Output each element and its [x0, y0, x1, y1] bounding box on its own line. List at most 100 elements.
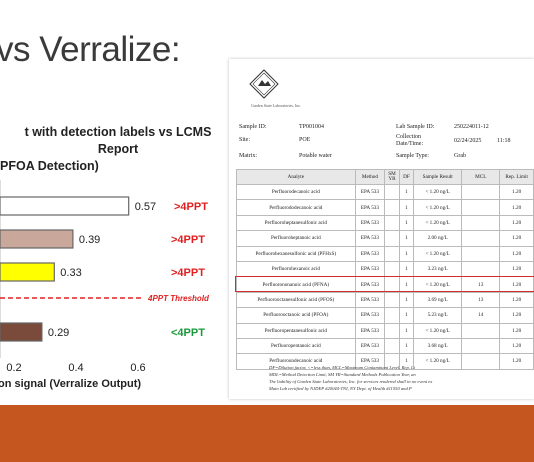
result-cell: 3.23 ng/L [413, 260, 463, 278]
sm-yr-cell [384, 199, 400, 216]
result-cell: < 1.20 ng/L [413, 183, 463, 201]
result-cell: 5.23 ng/L [413, 307, 463, 324]
col-header-method: Method [354, 169, 386, 185]
slide-title: vs Verralize: [0, 30, 181, 69]
footnote-1: DF=Dilution factor, <=less than, MCL=Max… [269, 365, 415, 370]
limit-cell: 1.20 [499, 199, 534, 216]
sm-yr-cell [384, 307, 400, 324]
analyte-cell: Perfluorodecanoic acid [236, 183, 356, 201]
status-label-2: >4PPT [171, 234, 205, 246]
limit-cell: 1.20 [499, 214, 534, 232]
method-cell: EPA 533 [354, 353, 386, 370]
table-header-row: Analyte Method SM YR DF Sample Result MC… [236, 169, 534, 185]
bar-2 [0, 229, 74, 249]
table-row: Perfluoropentanoic acid EPA 533 1 3.68 ng/L… [236, 337, 534, 355]
col-header-mcl: MCL [461, 169, 501, 185]
mcl-cell [461, 245, 501, 262]
mcl-cell [461, 337, 501, 355]
lab-report: Garden State Laboratories, Inc. Sample I… [229, 59, 534, 399]
mcl-cell: 14 [461, 307, 501, 324]
footnote-3: The liability of Garden State Laboratori… [269, 379, 433, 384]
status-label-3: >4PPT [171, 267, 205, 279]
analyte-cell: Perfluorohexanoic acid [236, 260, 356, 278]
df-cell: 1 [398, 322, 415, 339]
method-cell: EPA 533 [354, 322, 386, 339]
mcl-cell [461, 230, 501, 247]
bar-1 [0, 196, 130, 216]
mcl-cell [461, 322, 501, 339]
col-header-sm-yr: SM YR [384, 169, 400, 185]
collection-date: 02/24/2025 [454, 138, 482, 144]
df-cell: 1 [398, 353, 415, 370]
sample-id-value: TP001004 [299, 124, 325, 130]
sm-yr-cell [384, 245, 400, 262]
status-label-4: <4PPT [171, 327, 205, 339]
limit-cell: 1.20 [499, 353, 534, 370]
bar-value-label-4: 0.29 [48, 327, 69, 339]
sm-yr-cell [384, 183, 400, 201]
chart-title: t with detection labels vs LCMS Report P… [0, 124, 238, 175]
x-tick-label-1: 0.2 [6, 362, 21, 374]
mcl-cell: 13 [461, 291, 501, 309]
site-value: POE [299, 137, 311, 143]
analyte-cell: Perfluoroundecanoic acid [236, 353, 356, 370]
method-cell: EPA 533 [354, 183, 386, 201]
limit-cell: 1.20 [499, 291, 534, 309]
analyte-cell: Perfluoroheptanoic acid [236, 230, 356, 247]
bar-value-label-2: 0.39 [79, 234, 100, 246]
limit-cell: 1.20 [499, 230, 534, 247]
method-cell: EPA 533 [354, 230, 386, 247]
df-cell: 1 [398, 307, 415, 324]
mcl-cell [461, 199, 501, 216]
result-cell: 2.00 ng/L [413, 230, 463, 247]
df-cell: 1 [398, 230, 415, 247]
limit-cell: 1.20 [499, 260, 534, 278]
sm-yr-cell [384, 214, 400, 232]
site-label: Site: [239, 137, 251, 143]
col-header-rep-limit: Rep. Limit [499, 169, 534, 185]
df-cell: 1 [398, 183, 415, 201]
mcl-cell [461, 260, 501, 278]
result-cell: < 1.20 ng/L [413, 353, 463, 370]
table-row: Perfluoroundecanoic acid EPA 533 1 < 1.20 n… [236, 353, 534, 370]
results-table: Analyte Method SM YR DF Sample Result MC… [236, 169, 534, 370]
table-row: Perfluorooctanesulfonic acid (PFOS) EPA 5… [236, 291, 534, 309]
result-cell: 3.68 ng/L [413, 337, 463, 355]
df-cell: 1 [398, 199, 415, 216]
table-row: Perfluorohexanesulfonic acid (PFHxS) EPA … [236, 245, 534, 262]
analyte-cell: Perfluorohexanesulfonic acid (PFHxS) [236, 245, 356, 262]
limit-cell: 1.20 [499, 183, 534, 201]
sm-yr-cell [384, 337, 400, 355]
collection-time: 11:18 [497, 138, 511, 144]
mcl-cell [461, 183, 501, 201]
bar-value-label-3: 0.33 [60, 267, 81, 279]
method-cell: EPA 533 [354, 307, 386, 324]
table-row: Perfluorododecanoic acid EPA 533 1 < 1.20 n… [236, 199, 534, 216]
result-cell: 3.69 ng/L [413, 291, 463, 309]
sample-type-label: Sample Type: [396, 153, 429, 159]
mcl-cell [461, 214, 501, 232]
table-row: Perfluoroheptanesulfonic acid EPA 533 1 < 1… [236, 214, 534, 232]
pfos-highlight-box [235, 276, 534, 292]
collection-label-2: Date/Time: [396, 141, 424, 147]
method-cell: EPA 533 [354, 291, 386, 309]
lab-sample-id-value: 250224011-12 [454, 124, 489, 130]
footnote-2: MDL=Method Detection Limit, SM YR=Standa… [269, 372, 416, 377]
sample-id-label: Sample ID: [239, 124, 267, 130]
method-cell: EPA 533 [354, 260, 386, 278]
status-label-1: >4PPT [174, 201, 208, 213]
bar-3 [0, 262, 55, 282]
col-header-sample-result: Sample Result [413, 169, 463, 185]
method-cell: EPA 533 [354, 245, 386, 262]
method-cell: EPA 533 [354, 337, 386, 355]
col-header-df: DF [398, 169, 415, 185]
analyte-cell: Perfluoropentanoic acid [236, 337, 356, 355]
analyte-cell: Perfluorooctanoic acid (PFOA) [236, 307, 356, 324]
analyte-cell: Perfluorooctanesulfonic acid (PFOS) [236, 291, 356, 309]
analyte-cell: Perfluoropentanesulfonic acid [236, 322, 356, 339]
sample-type-value: Grab [454, 153, 466, 159]
lab-sample-id-label: Lab Sample ID: [396, 124, 435, 130]
matrix-value: Potable water [299, 153, 332, 159]
chart-title-line-2: Report [97, 142, 139, 156]
result-cell: < 1.20 ng/L [413, 199, 463, 216]
